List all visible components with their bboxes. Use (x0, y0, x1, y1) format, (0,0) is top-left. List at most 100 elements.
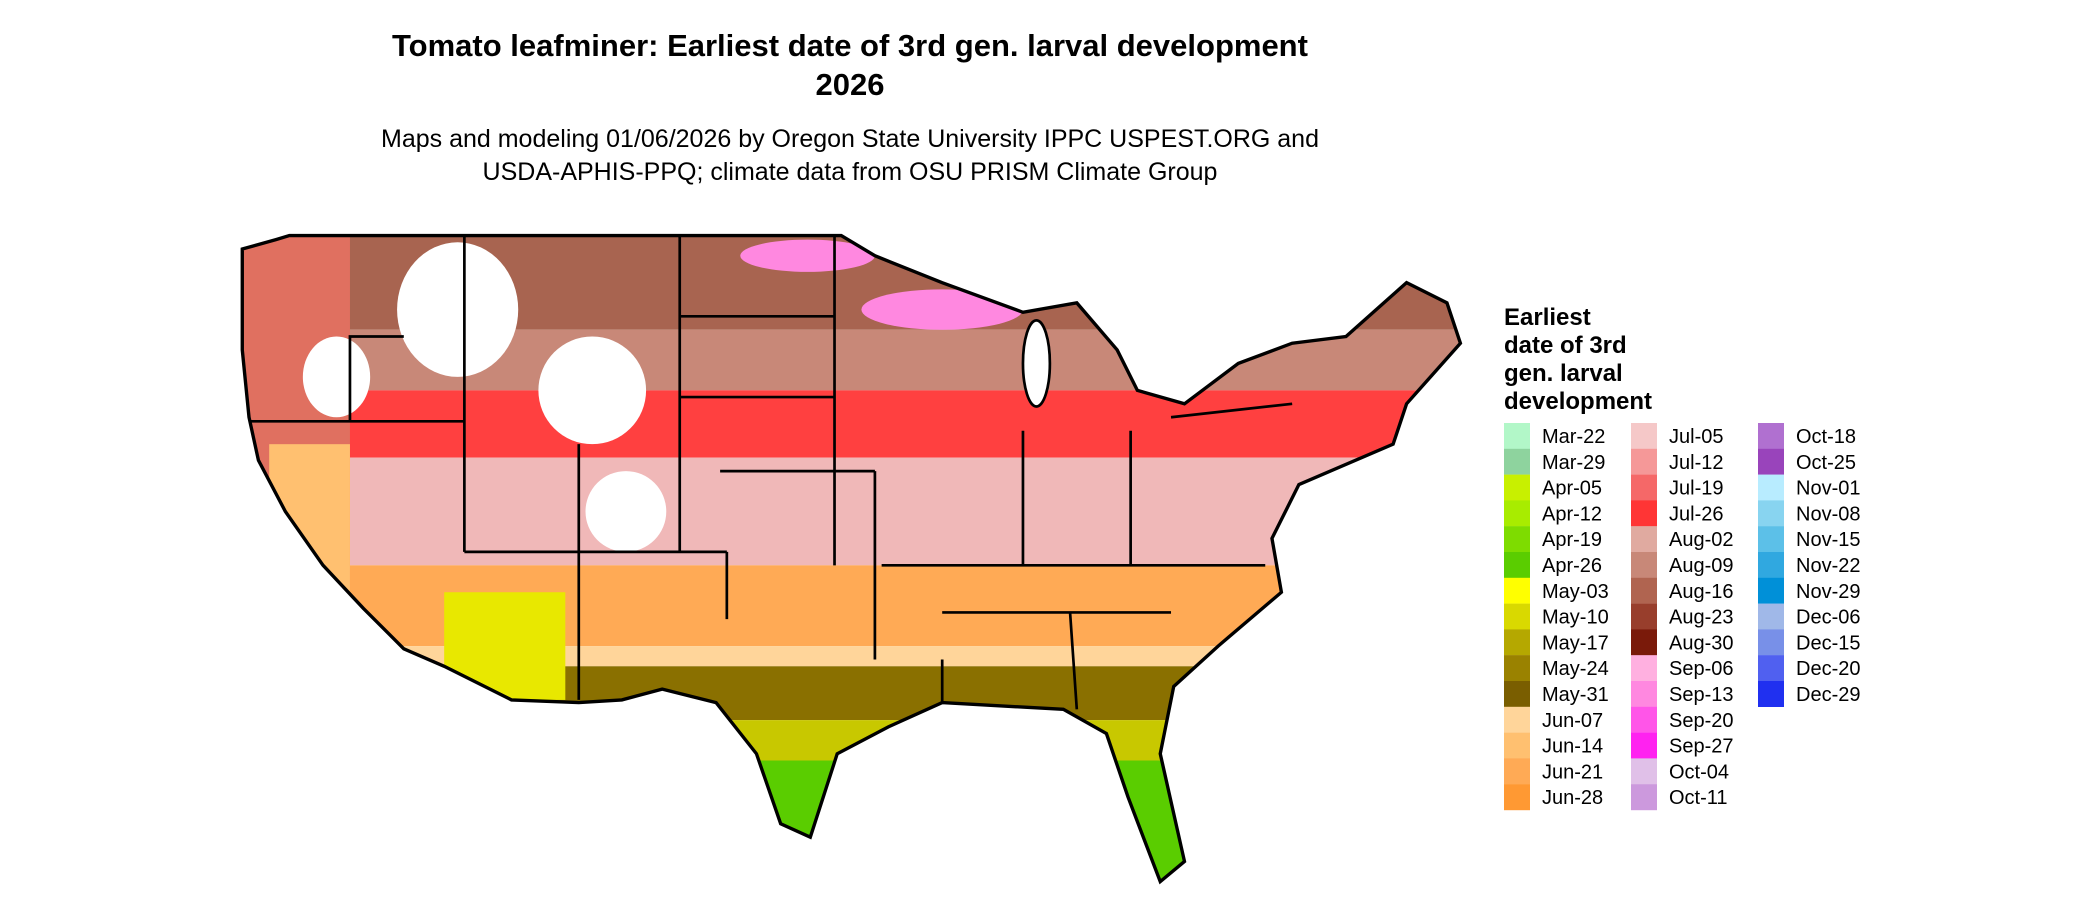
legend-label: May-10 (1542, 607, 1609, 629)
legend-swatch (1758, 603, 1784, 630)
legend-label: Oct-11 (1669, 787, 1728, 809)
legend-label: May-31 (1542, 684, 1609, 706)
legend-label: Oct-25 (1796, 452, 1856, 474)
legend-label: Jun-21 (1542, 761, 1603, 783)
legend-label: May-03 (1542, 581, 1609, 603)
legend-swatch (1504, 681, 1530, 707)
legend-swatch (1758, 474, 1784, 501)
legend-label: Dec-29 (1796, 684, 1860, 706)
zone (242, 760, 1461, 882)
legend-swatch (1631, 448, 1657, 475)
legend-label: Dec-06 (1796, 607, 1860, 629)
legend-label: Dec-15 (1796, 632, 1860, 654)
legend-label: Oct-04 (1669, 761, 1729, 783)
legend-swatch (1504, 655, 1530, 682)
legend-label: Nov-22 (1796, 555, 1860, 577)
legend-label: Apr-05 (1542, 478, 1602, 500)
legend-title: Earliest (1504, 304, 1591, 331)
legend-swatch (1504, 732, 1530, 759)
legend-swatch (1631, 758, 1657, 785)
legend-swatch (1631, 474, 1657, 501)
legend-swatch (1631, 629, 1657, 656)
legend-label: May-17 (1542, 632, 1609, 654)
legend-label: Sep-13 (1669, 684, 1734, 706)
subtitle-line: Maps and modeling 01/06/2026 by Oregon S… (381, 125, 1319, 153)
zone (444, 592, 566, 700)
legend-swatch (1504, 500, 1530, 527)
legend-swatch (1758, 500, 1784, 527)
legend-label: Jul-05 (1669, 426, 1723, 448)
legend-swatch (1758, 423, 1784, 449)
legend-swatch (1758, 577, 1784, 604)
map-fill (242, 235, 1461, 882)
zone (302, 336, 371, 418)
legend-label: Nov-01 (1796, 478, 1860, 500)
legend-label: Nov-29 (1796, 581, 1860, 603)
legend-title: date of 3rd (1504, 332, 1627, 359)
legend-swatch (1631, 603, 1657, 630)
legend-swatch (1504, 758, 1530, 785)
legend-label: Jun-14 (1542, 736, 1603, 758)
legend-swatch (1504, 526, 1530, 553)
legend-swatch (1504, 423, 1530, 449)
legend-swatch (1504, 629, 1530, 656)
title-line: 2026 (816, 67, 885, 102)
zone (242, 565, 1461, 647)
legend-label: Jun-07 (1542, 710, 1603, 732)
title-line: Tomato leafminer: Earliest date of 3rd g… (392, 28, 1308, 63)
legend-label: Jul-12 (1669, 452, 1723, 474)
legend-label: Aug-23 (1669, 607, 1734, 629)
legend-label: Oct-18 (1796, 426, 1856, 448)
legend-swatch (1504, 706, 1530, 733)
legend-label: Aug-16 (1669, 581, 1734, 603)
legend-label: Nov-15 (1796, 529, 1860, 551)
legend-swatch (1758, 526, 1784, 553)
zone (242, 457, 1461, 566)
legend-swatch (1631, 500, 1657, 527)
legend-swatch (1631, 706, 1657, 733)
legend-label: Mar-22 (1542, 426, 1605, 448)
zone (242, 666, 1461, 721)
zone (538, 336, 647, 445)
legend-label: Aug-30 (1669, 632, 1734, 654)
legend-label: Mar-29 (1542, 452, 1605, 474)
zone (242, 390, 1461, 458)
legend-swatch (1758, 552, 1784, 578)
legend-swatch (1631, 423, 1657, 449)
legend-label: Jul-26 (1669, 503, 1723, 525)
legend-label: Sep-27 (1669, 736, 1734, 758)
legend-label: Apr-26 (1542, 555, 1602, 577)
legend-swatch (1631, 681, 1657, 707)
zone (269, 444, 350, 673)
legend-label: Sep-20 (1669, 710, 1734, 732)
legend-swatch (1631, 577, 1657, 604)
legend-swatch (1504, 552, 1530, 578)
legend-swatch (1758, 629, 1784, 656)
zone (397, 242, 519, 377)
legend-label: Aug-02 (1669, 529, 1734, 551)
legend-swatch (1504, 577, 1530, 604)
legend-swatch (1758, 681, 1784, 707)
country-outline (240, 233, 1463, 885)
legend-label: Jun-28 (1542, 787, 1603, 809)
legend-label: Aug-09 (1669, 555, 1734, 577)
legend-label: Jul-19 (1669, 478, 1723, 500)
legend-swatch (1631, 552, 1657, 578)
zone (585, 471, 667, 552)
legend-label: May-24 (1542, 658, 1609, 680)
legend-label: Nov-08 (1796, 503, 1860, 525)
legend-swatch (1758, 655, 1784, 682)
zone (242, 646, 1461, 667)
legend-label: Apr-12 (1542, 503, 1602, 525)
legend-label: Apr-19 (1542, 529, 1602, 551)
legend-title: gen. larval (1504, 360, 1623, 387)
state-borders (249, 235, 1293, 710)
zone (861, 289, 1023, 330)
legend-swatch (1631, 732, 1657, 759)
legend-label: Sep-06 (1669, 658, 1734, 680)
legend-swatch (1504, 603, 1530, 630)
legend-swatch (1631, 784, 1657, 811)
